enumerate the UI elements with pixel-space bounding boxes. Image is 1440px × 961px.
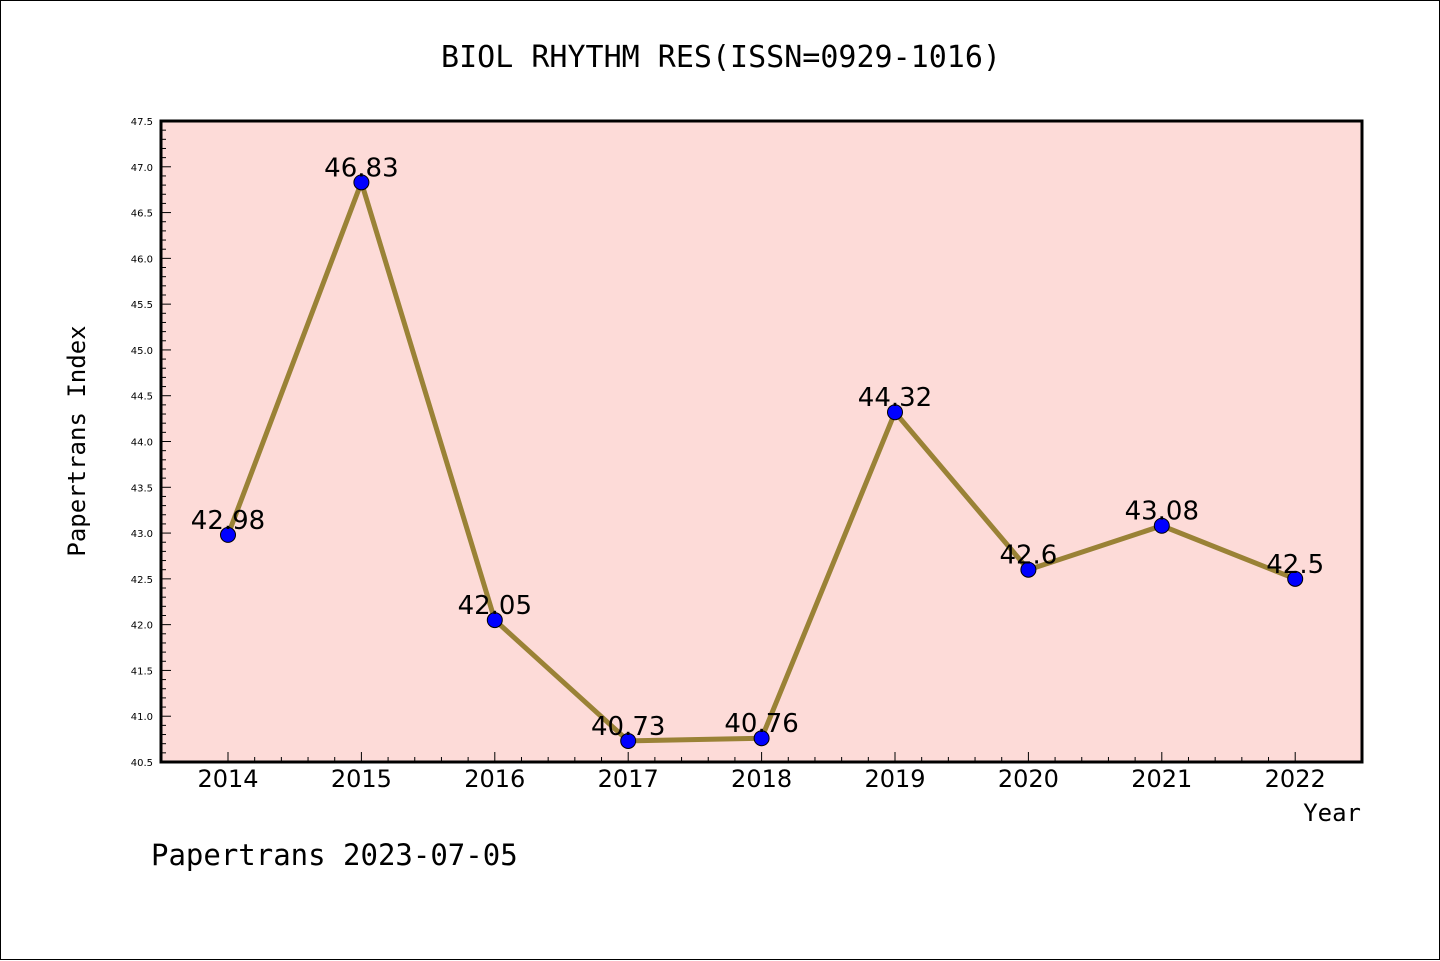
footer-credit: Papertrans 2023-07-05 (151, 838, 518, 872)
x-tick-label: 2020 (998, 765, 1059, 793)
data-point (753, 730, 770, 747)
x-tick-label: 2014 (197, 765, 258, 793)
data-label: 44.32 (858, 383, 932, 413)
chart-title: BIOL RHYTHM RES(ISSN=0929-1016) (441, 40, 1001, 75)
y-tick-label: 45.5 (131, 300, 153, 311)
data-label: 42.6 (999, 541, 1057, 571)
x-tick-label: 2021 (1131, 765, 1192, 793)
x-axis-ticks: 2014 2015 2016 2017 2018 2019 2020 2021 2022 (197, 752, 1326, 793)
y-tick-label: 47.0 (131, 163, 153, 174)
y-tick-label: 46.0 (131, 254, 153, 265)
data-point (220, 526, 236, 543)
y-tick-label: 47.5 (131, 117, 153, 128)
data-labels: 42.98 46.83 42.05 40.73 40.76 44.32 42.6 43.08 4… (191, 153, 1324, 742)
data-label: 46.83 (324, 153, 398, 183)
x-tick-label: 2016 (464, 765, 525, 793)
y-tick-label: 40.5 (131, 758, 153, 769)
x-tick-label: 2017 (598, 765, 659, 793)
data-point (1153, 517, 1170, 534)
y-tick-label: 45.0 (131, 346, 153, 357)
y-tick-label: 41.5 (131, 666, 153, 677)
y-tick-label: 43.0 (131, 529, 153, 540)
y-tick-label: 46.5 (131, 209, 153, 220)
data-label: 43.08 (1125, 497, 1199, 527)
y-axis-title: Papertrans Index (63, 325, 91, 556)
data-markers (220, 174, 1304, 749)
y-tick-label: 44.0 (131, 438, 153, 449)
y-tick-label: 43.5 (131, 483, 153, 494)
y-tick-label: 42.5 (131, 575, 153, 586)
data-label: 42.5 (1266, 550, 1324, 580)
x-tick-label: 2022 (1265, 765, 1326, 793)
data-point (1287, 570, 1304, 587)
plot-border (159, 119, 1364, 764)
data-point (620, 732, 637, 749)
data-label: 42.98 (191, 506, 265, 536)
x-axis-title: Year (1303, 799, 1361, 827)
data-point (353, 174, 370, 191)
data-label: 40.76 (724, 709, 798, 739)
x-tick-label: 2018 (731, 765, 792, 793)
data-point (486, 612, 503, 629)
data-label: 42.05 (458, 591, 532, 621)
y-tick-label: 44.5 (131, 392, 153, 403)
y-tick-label: 42.0 (131, 621, 153, 632)
x-tick-label: 2015 (331, 765, 392, 793)
data-point (1020, 561, 1037, 578)
data-point (887, 404, 903, 421)
data-label: 40.73 (591, 712, 665, 742)
y-tick-label: 41.0 (131, 712, 153, 723)
plot-area (161, 121, 1362, 762)
x-tick-label: 2019 (864, 765, 925, 793)
